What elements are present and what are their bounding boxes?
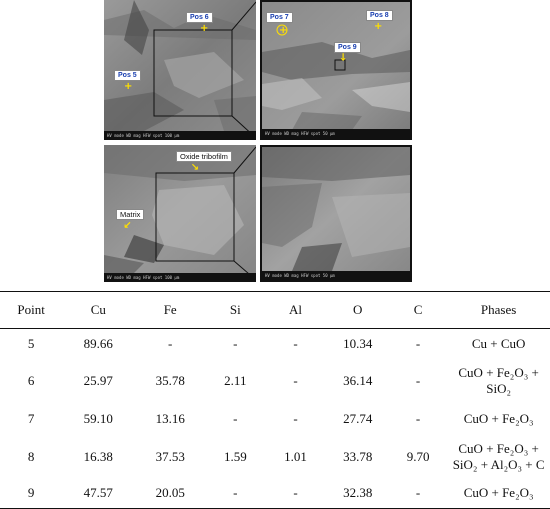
pos-6-marker-icon: + xyxy=(200,23,209,34)
cell-al: - xyxy=(264,478,327,509)
micrograph-bottom-left: Oxide tribofilm ↓ Matrix ↓ HV mode WD ma… xyxy=(104,145,256,282)
micrograph-bottom-right-image xyxy=(262,147,410,280)
cell-c: 9.70 xyxy=(406,448,430,464)
cell-phases: CuO + Fe₂O₃ + SiO₂ xyxy=(447,360,550,403)
cell-cu: 25.97 xyxy=(83,373,113,388)
cell-fe: 13.16 xyxy=(155,410,185,426)
sem-info-bar: HV mode WD mag HFW spot 100 µm xyxy=(104,131,256,140)
cell-cu: 59.10 xyxy=(83,410,113,426)
table-header-row: Point Cu Fe Si Al O C Phases xyxy=(0,291,550,329)
pos-7-label: Pos 7 xyxy=(266,12,293,23)
micrograph-bottom-left-image xyxy=(104,145,256,282)
cell-cu: 47.57 xyxy=(62,478,135,509)
sem-micrograph-figure: Pos 6 + Pos 5 + HV mode WD mag HFW spot … xyxy=(104,0,446,282)
cell-point: 6 xyxy=(27,373,35,388)
pos-8-marker-icon: + xyxy=(374,21,383,32)
matrix-label: Matrix xyxy=(116,209,145,220)
cell-si: 1.59 xyxy=(223,448,247,464)
header-o: O xyxy=(326,291,389,329)
header-c: C xyxy=(388,291,448,329)
phase-line: CuO + Fe₂O₃ + xyxy=(458,440,539,456)
header-fe: Fe xyxy=(134,291,207,329)
pos-7-marker-icon: + xyxy=(279,25,288,36)
cell-fe: 20.05 xyxy=(134,478,207,509)
cell-phases: CuO + Fe₂O₃ + SiO₂ + Al₂O₃ + C xyxy=(447,435,550,479)
cell-fe: 35.78 xyxy=(155,373,185,388)
cell-si: - xyxy=(206,478,265,509)
cell-point: 7 xyxy=(27,410,35,426)
micrograph-top-left: Pos 6 + Pos 5 + HV mode WD mag HFW spot … xyxy=(104,0,256,140)
cell-si: 2.11 xyxy=(224,373,247,388)
micrograph-bottom-right: HV mode WD mag HFW spot 50 µm xyxy=(260,145,412,282)
cell-c: - xyxy=(415,373,421,388)
pos-8-label: Pos 8 xyxy=(366,10,393,21)
cell-fe: - xyxy=(168,336,173,352)
oxide-tribofilm-label: Oxide tribofilm xyxy=(176,151,232,162)
eds-composition-table: Point Cu Fe Si Al O C Phases 5 89.66 - -… xyxy=(0,291,550,509)
header-al: Al xyxy=(264,291,327,329)
micrograph-top-right: Pos 7 + Pos 8 + Pos 9 ↙ HV mode WD mag H… xyxy=(260,0,412,140)
cell-o: 36.14 xyxy=(343,373,373,388)
phase-line: SiO₂ + Al₂O₃ + C xyxy=(452,456,545,472)
pos-5-label: Pos 5 xyxy=(114,70,141,81)
cell-cu: 89.66 xyxy=(83,336,113,352)
table-row: 5 89.66 - - - 10.34 - Cu + CuO xyxy=(0,329,550,360)
cell-phases: Cu + CuO xyxy=(447,329,550,360)
cell-o: 32.38 xyxy=(326,478,389,509)
cell-point: 9 xyxy=(0,478,63,509)
header-si: Si xyxy=(206,291,265,329)
table-row: 9 47.57 20.05 - - 32.38 - CuO + Fe₂O₃ xyxy=(0,478,550,509)
cell-al: 1.01 xyxy=(284,448,307,464)
cell-phases: CuO + Fe₂O₃ xyxy=(447,403,550,435)
cell-c: - xyxy=(415,336,421,352)
cell-al: - xyxy=(293,373,298,388)
phase-line: CuO + Fe₂O₃ xyxy=(463,485,534,501)
cell-o: 33.78 xyxy=(343,448,373,464)
header-point: Point xyxy=(0,291,63,329)
pos-5-marker-icon: + xyxy=(124,81,133,92)
cell-o: 10.34 xyxy=(343,336,373,352)
cell-cu: 16.38 xyxy=(83,448,113,464)
header-phases: Phases xyxy=(447,291,550,329)
phase-line: CuO + Fe₂O₃ xyxy=(463,410,534,426)
cell-al: - xyxy=(293,410,298,426)
sem-info-bar: HV mode WD mag HFW spot 50 µm xyxy=(262,129,410,138)
pos-9-label: Pos 9 xyxy=(334,42,361,53)
cell-point: 5 xyxy=(27,336,35,352)
cell-c: - xyxy=(415,410,421,426)
pos-6-label: Pos 6 xyxy=(186,12,213,23)
phase-line: SiO₂ xyxy=(486,381,511,396)
cell-si: - xyxy=(233,336,238,352)
sem-info-bar: HV mode WD mag HFW spot 100 µm xyxy=(104,273,256,282)
header-cu: Cu xyxy=(62,291,135,329)
phase-line: CuO + Fe₂O₃ + xyxy=(458,365,539,380)
table-row: 8 16.38 37.53 1.59 1.01 33.78 9.70 CuO +… xyxy=(0,435,550,479)
cell-point: 8 xyxy=(27,448,35,464)
cell-phases: CuO + Fe₂O₃ xyxy=(447,478,550,509)
cell-o: 27.74 xyxy=(343,410,373,426)
table-row: 7 59.10 13.16 - - 27.74 - CuO + Fe₂O₃ xyxy=(0,403,550,435)
phase-line: Cu + CuO xyxy=(471,336,526,352)
cell-si: - xyxy=(233,410,238,426)
micrograph-top-right-image xyxy=(262,2,410,138)
table-row: 6 25.97 35.78 2.11 - 36.14 - CuO + Fe₂O₃… xyxy=(0,360,550,403)
cell-fe: 37.53 xyxy=(155,448,185,464)
sem-info-bar: HV mode WD mag HFW spot 50 µm xyxy=(262,271,410,280)
cell-al: - xyxy=(293,336,298,352)
cell-c: - xyxy=(388,478,448,509)
